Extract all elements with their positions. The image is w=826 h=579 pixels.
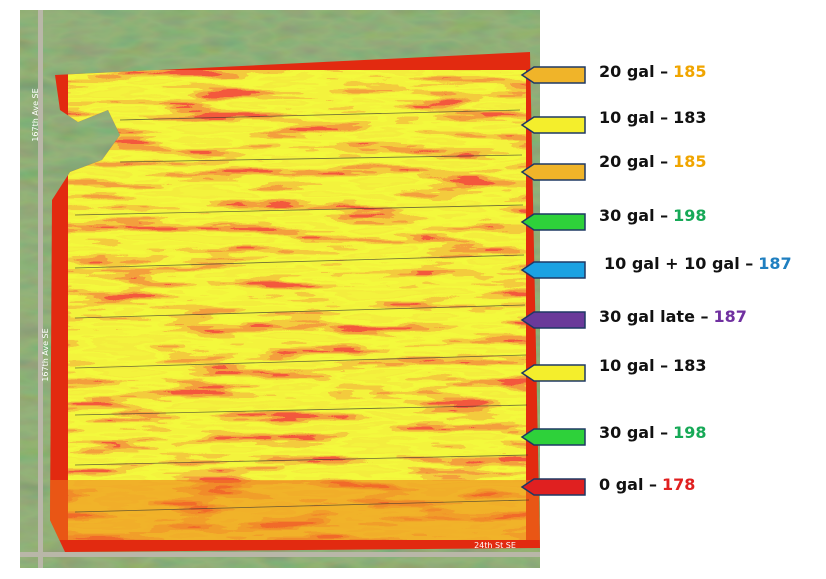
arrow — [520, 261, 586, 279]
treatment: 30 gal – — [599, 423, 668, 442]
strip-label: 20 gal – 185 — [599, 62, 707, 81]
arrow — [520, 478, 586, 496]
treatment: 10 gal – — [599, 356, 668, 375]
treatment: 0 gal – — [599, 475, 657, 494]
yield-value: 178 — [662, 475, 695, 494]
strip-line — [119, 154, 523, 163]
yield-texture — [68, 70, 526, 540]
strip-line — [74, 304, 526, 319]
strip-label: 10 gal – 183 — [599, 356, 707, 375]
yield-value: 187 — [758, 254, 791, 273]
yield-value: 183 — [673, 356, 706, 375]
road-label: 167th Ave SE — [31, 88, 40, 141]
strip-line — [74, 404, 528, 416]
yield-value: 198 — [673, 423, 706, 442]
strip-line — [74, 254, 525, 269]
yield-value: 183 — [673, 108, 706, 127]
strip-line — [74, 499, 530, 513]
arrow — [520, 311, 586, 329]
yield-field — [50, 52, 540, 552]
road-label: 167th Ave SE — [41, 328, 50, 381]
strip-lines — [74, 109, 530, 513]
low-strip-tint — [50, 480, 540, 540]
treatment: 10 gal – — [599, 108, 668, 127]
strip-line — [119, 109, 521, 121]
yield-value: 187 — [714, 307, 747, 326]
yield-value: 185 — [673, 152, 706, 171]
strip-line — [74, 204, 524, 216]
road-west — [38, 10, 43, 568]
strip-label: 0 gal – 178 — [599, 475, 695, 494]
arrow — [520, 163, 586, 181]
strip-label: 20 gal – 185 — [599, 152, 707, 171]
arrow — [520, 66, 586, 84]
treatment: 30 gal – — [599, 206, 668, 225]
strip-line — [74, 354, 527, 369]
strip-annotations: 20 gal – 185 10 gal – 183 20 gal – 185 30 gal … — [520, 62, 792, 496]
treatment: 20 gal – — [599, 152, 668, 171]
road-label: 24th St SE — [474, 541, 516, 550]
arrow — [520, 364, 586, 382]
strip-label: 10 gal + 10 gal – 187 — [604, 254, 792, 273]
road-south — [20, 552, 540, 557]
strip-label: 10 gal – 183 — [599, 108, 707, 127]
strip-label: 30 gal – 198 — [599, 423, 707, 442]
arrow — [520, 116, 586, 134]
treatment: 20 gal – — [599, 62, 668, 81]
strip-label: 30 gal late – 187 — [599, 307, 747, 326]
strip-label: 30 gal – 198 — [599, 206, 707, 225]
treatment: 30 gal late – — [599, 307, 709, 326]
yield-value: 185 — [673, 62, 706, 81]
treatment: 10 gal + 10 gal – — [604, 254, 753, 273]
arrow — [520, 428, 586, 446]
strip-line — [74, 454, 529, 466]
arrow — [520, 213, 586, 231]
yield-value: 198 — [673, 206, 706, 225]
